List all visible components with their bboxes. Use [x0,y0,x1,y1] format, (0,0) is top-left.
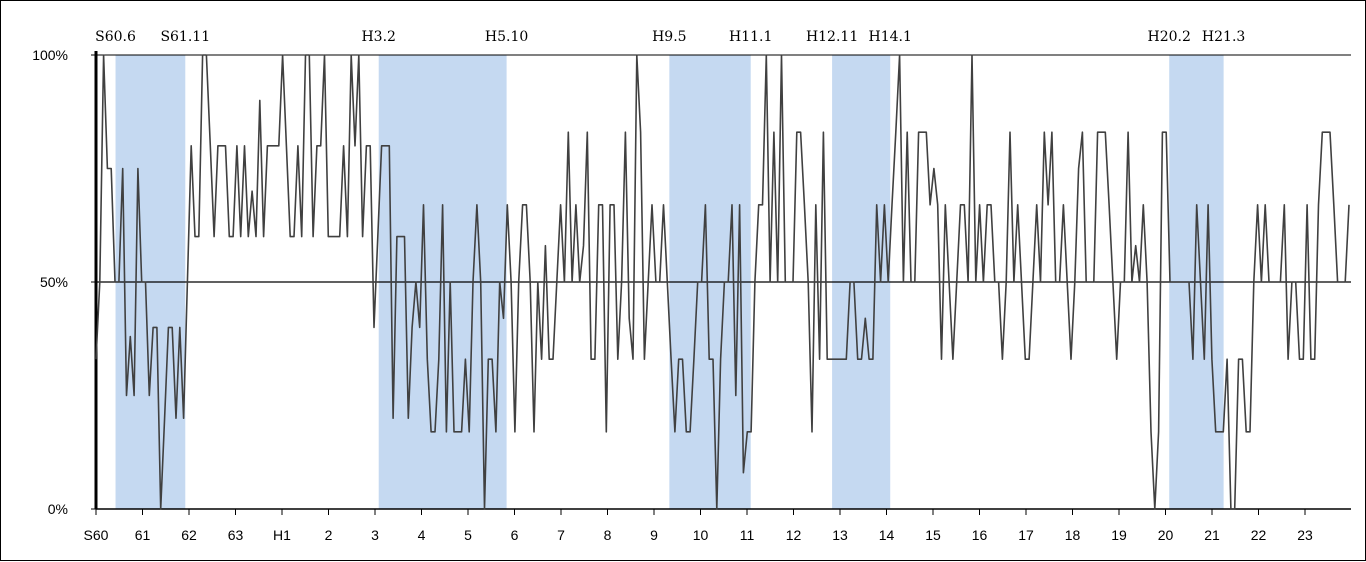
x-tick-label: 10 [693,527,709,543]
period-start-label: H3.2 [361,29,395,45]
axes [91,51,1351,515]
y-tick-label: 50% [40,274,68,290]
x-tick-label: S60 [84,527,109,543]
period-start-label: H20.2 [1148,29,1191,45]
x-tick-label: 63 [228,527,244,543]
x-tick-label: 16 [972,527,988,543]
x-tick-label: 15 [925,527,941,543]
period-end-label: H5.10 [485,29,528,45]
x-tick-label: 21 [1204,527,1220,543]
x-tick-label: 4 [418,527,426,543]
x-tick-label: 13 [832,527,848,543]
x-tick-label: 9 [650,527,658,543]
labels: S60.6 S61.11 H3.2 H5.10 H9.5 H11.1 H12.11 H14.1… [32,29,1313,543]
period-start-label: S60.6 [95,29,136,45]
x-tick-label: 7 [557,527,565,543]
x-tick-label: 20 [1158,527,1174,543]
x-tick-label: 8 [604,527,612,543]
x-tick-label: H1 [273,527,291,543]
y-tick-label: 0% [48,501,68,517]
x-tick-label: 11 [740,527,755,543]
x-tick-label: 3 [371,527,379,543]
x-tick-label: 61 [135,527,151,543]
x-tick-label: 19 [1111,527,1127,543]
x-tick-label: 17 [1018,527,1034,543]
x-tick-label: 22 [1251,527,1267,543]
period-end-label: S61.11 [160,29,210,45]
series-path [95,54,1350,510]
period-end-label: H21.3 [1202,29,1245,45]
period-start-label: H12.11 [806,29,858,45]
series-line [95,54,1350,510]
period-end-label: H11.1 [729,29,772,45]
x-tick-label: 14 [879,527,895,543]
x-tick-label: 62 [181,527,197,543]
x-tick-label: 12 [786,527,802,543]
x-tick-label: 2 [325,527,333,543]
x-tick-label: 18 [1065,527,1081,543]
x-tick-label: 5 [464,527,472,543]
x-tick-label: 6 [511,527,519,543]
period-end-label: H14.1 [869,29,912,45]
x-tick-label: 23 [1297,527,1313,543]
period-start-label: H9.5 [652,29,686,45]
y-tick-label: 100% [32,47,68,63]
